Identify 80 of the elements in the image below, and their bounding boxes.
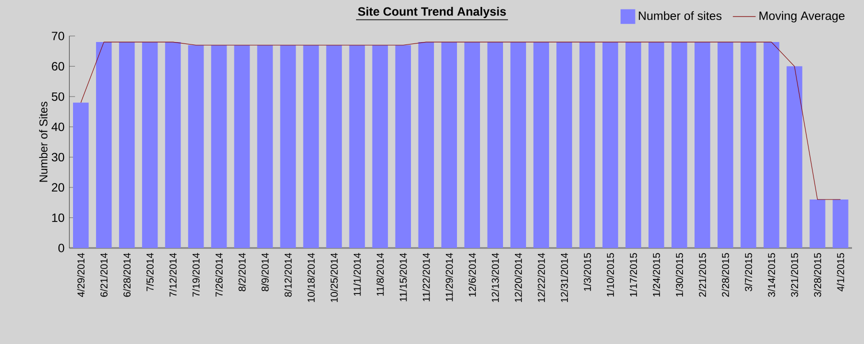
bar	[648, 42, 664, 248]
x-tick-label: 3/14/2015	[768, 253, 776, 297]
x-tick-label: 12/13/2014	[492, 253, 499, 302]
x-tick-label: 11/8/2014	[376, 253, 384, 296]
y-tick-label: 60	[52, 62, 64, 71]
x-tick-label: 3/28/2015	[814, 253, 822, 297]
y-tick-label: 30	[52, 152, 64, 162]
bar	[464, 42, 480, 248]
bar	[349, 45, 365, 248]
bar	[718, 42, 734, 248]
x-tick-label: 3/7/2015	[744, 253, 752, 292]
x-tick-label: 3/21/2015	[790, 253, 798, 297]
bar	[487, 42, 504, 248]
bar	[556, 42, 572, 248]
bar	[510, 42, 526, 248]
bar	[786, 66, 802, 248]
bar	[672, 42, 688, 248]
x-tick-label: 10/25/2014	[330, 253, 338, 302]
bar	[211, 45, 227, 248]
x-tick-label: 11/1/2014	[353, 253, 361, 296]
bar	[372, 45, 388, 248]
x-tick-label: 12/6/2014	[468, 253, 476, 296]
bar	[810, 200, 826, 248]
legend-label: Moving Average	[760, 11, 845, 22]
x-tick-label: 11/29/2014	[445, 253, 453, 302]
x-tick-label: 2/28/2015	[722, 253, 730, 297]
bar	[441, 42, 457, 248]
bar	[533, 42, 550, 248]
bar	[326, 45, 342, 248]
x-tick-label: 4/29/2014	[77, 253, 85, 297]
y-tick-label: 40	[52, 122, 64, 132]
y-tick-label: 10	[52, 213, 64, 222]
bar	[303, 45, 319, 248]
x-tick-label: 7/19/2014	[192, 253, 200, 297]
x-tick-label: 11/15/2014	[399, 253, 407, 302]
bar	[188, 45, 204, 248]
bar	[257, 45, 273, 248]
bar	[280, 45, 296, 248]
bar	[832, 200, 848, 248]
bar	[740, 42, 756, 248]
legend-label: Number of sites	[638, 11, 722, 20]
bar	[96, 42, 112, 248]
bar	[395, 45, 411, 248]
x-tick-label: 1/24/2015	[652, 253, 660, 296]
bar	[602, 42, 618, 248]
x-tick-label: 7/26/2014	[215, 253, 223, 297]
x-tick-label: 10/18/2014	[307, 253, 315, 302]
x-tick-label: 12/22/2014	[538, 253, 545, 302]
y-tick-label: 20	[52, 183, 64, 192]
x-tick-label: 11/22/2014	[422, 253, 430, 302]
x-tick-label: 4/1/2015	[836, 253, 844, 292]
bar	[764, 42, 780, 248]
bar	[418, 42, 434, 248]
bar	[579, 42, 596, 248]
x-tick-label: 6/28/2014	[123, 253, 131, 297]
bar	[142, 42, 158, 248]
x-tick-label: 12/20/2014	[514, 253, 522, 302]
chart-title: Site Count Trend Analysis	[358, 6, 506, 18]
bar	[694, 42, 710, 248]
x-tick-label: 1/3/2015	[584, 253, 591, 291]
x-tick-label: 12/31/2014	[560, 253, 568, 302]
x-tick-label: 8/12/2014	[284, 253, 292, 297]
bar	[165, 42, 181, 248]
x-tick-label: 7/12/2014	[169, 253, 177, 297]
x-tick-label: 7/5/2014	[146, 253, 154, 292]
x-tick-label: 2/21/2015	[698, 253, 706, 297]
x-tick-label: 1/17/2015	[630, 253, 637, 296]
x-tick-label: 1/10/2015	[606, 253, 614, 296]
x-tick-label: 6/21/2014	[100, 253, 108, 297]
bar	[73, 102, 89, 248]
x-tick-label: 1/30/2015	[676, 253, 684, 296]
x-tick-label: 8/2/2014	[238, 253, 246, 292]
y-tick-label: 70	[52, 32, 64, 40]
y-tick-label: 0	[58, 244, 64, 252]
x-tick-label: 8/9/2014	[261, 253, 269, 292]
bar	[119, 42, 135, 248]
y-tick-label: 50	[52, 92, 64, 101]
y-axis-title: Number of Sites	[39, 102, 48, 182]
bar	[234, 45, 250, 248]
bar	[625, 42, 642, 248]
